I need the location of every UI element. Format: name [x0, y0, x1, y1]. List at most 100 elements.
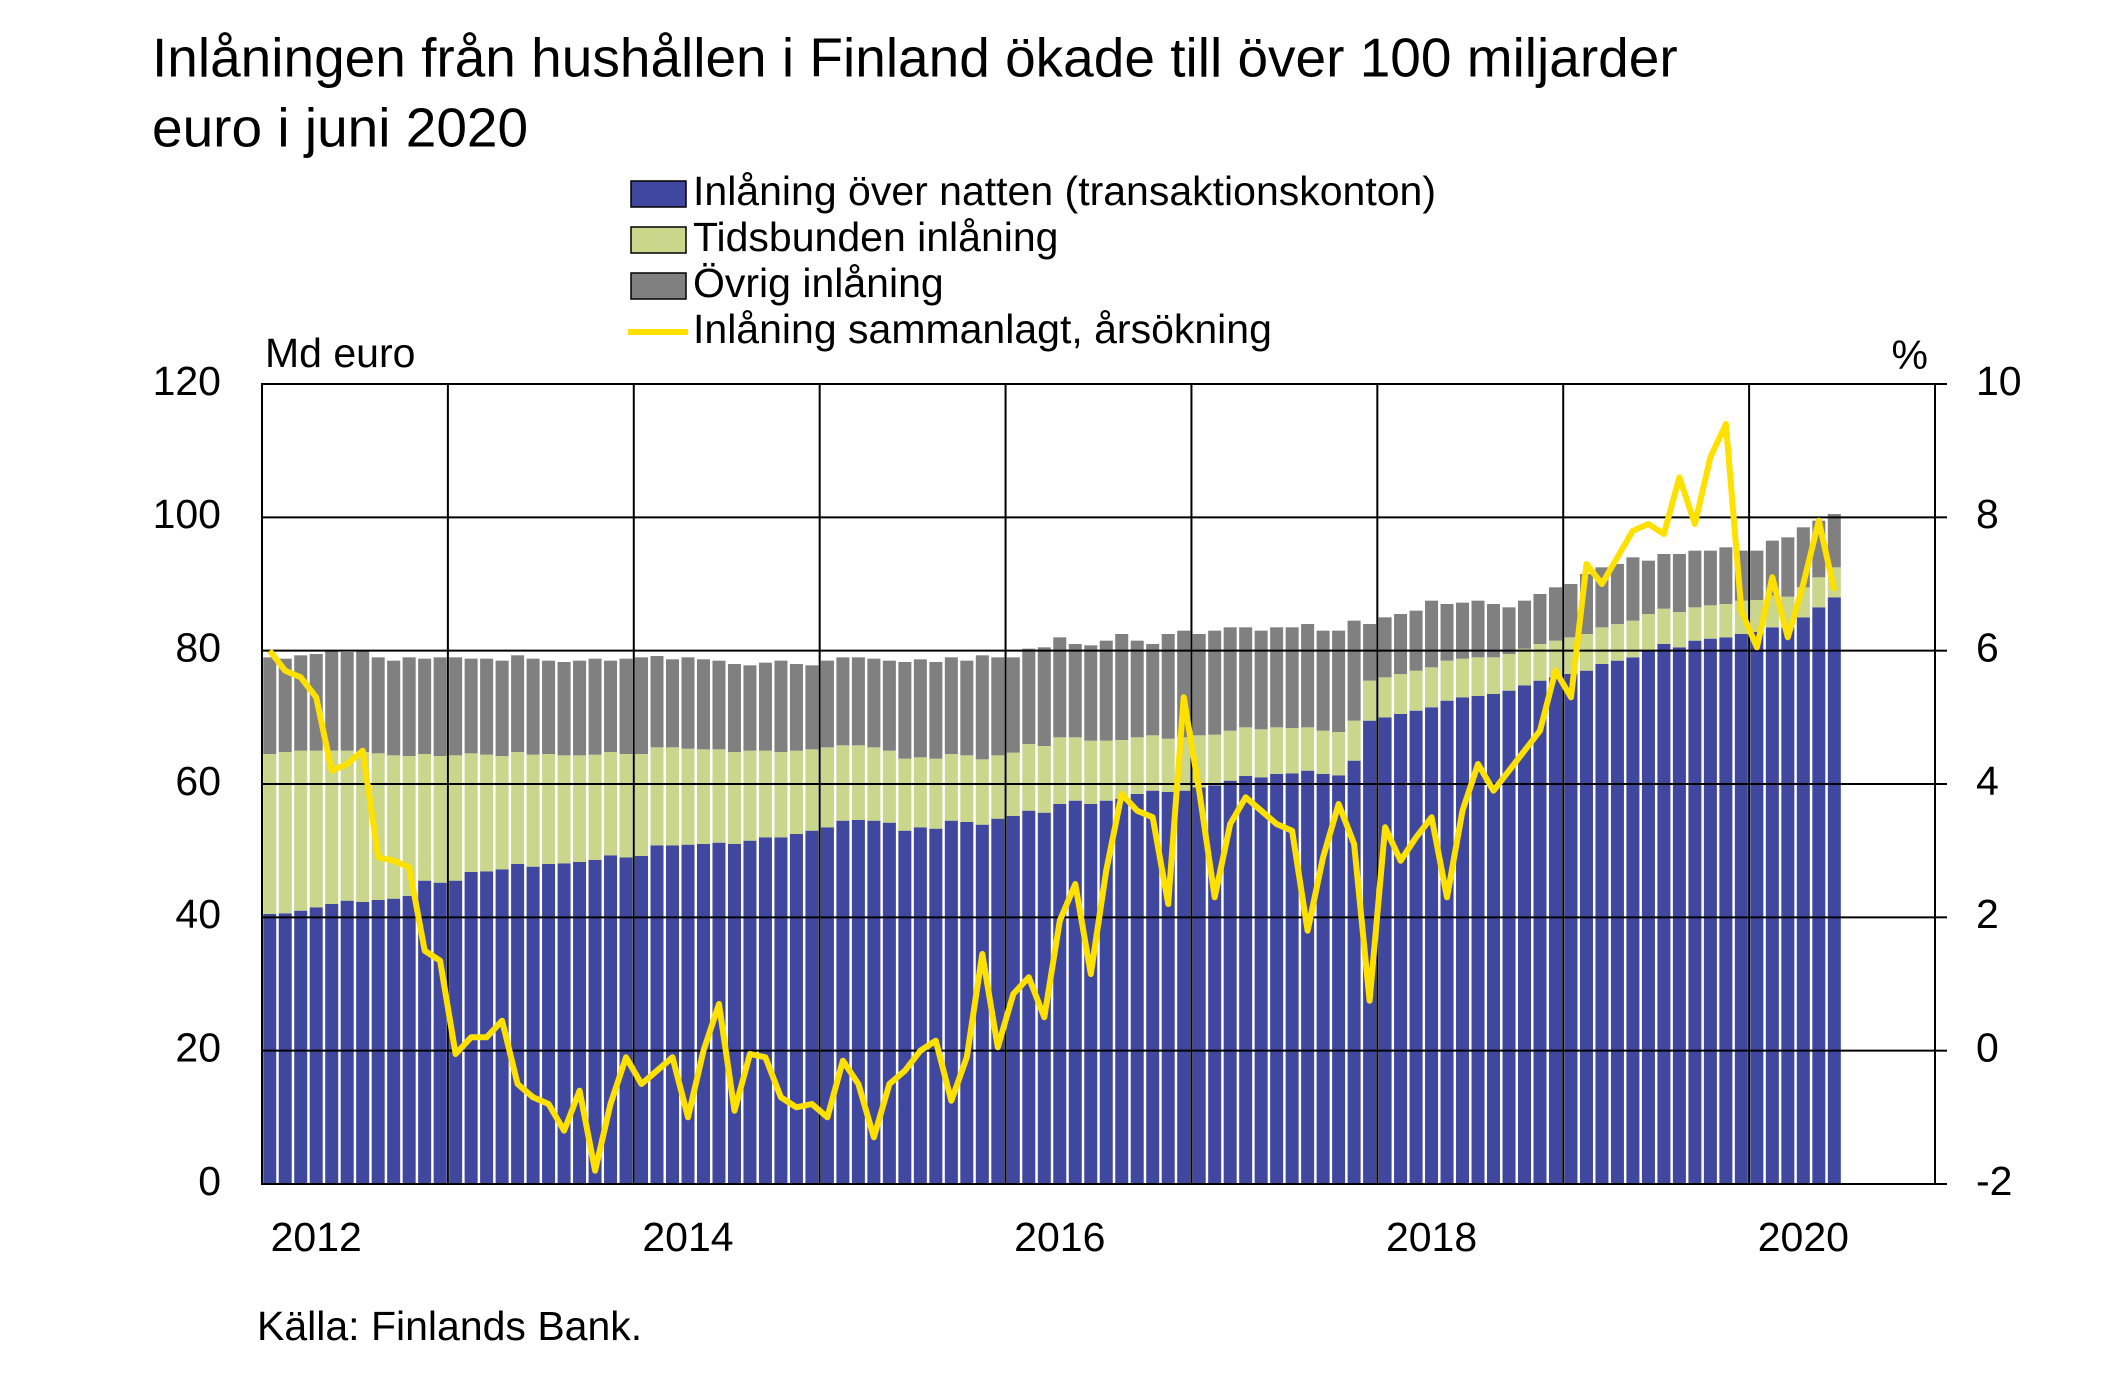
bar [1409, 710, 1423, 1184]
x-tick-label: 2020 [1758, 1214, 1849, 1260]
bar [1394, 714, 1408, 1184]
bar [464, 658, 478, 754]
bar [1425, 667, 1439, 708]
bar [1626, 557, 1640, 621]
bar [1641, 614, 1655, 651]
bar [820, 660, 834, 748]
bar [1332, 630, 1346, 732]
bar [1378, 677, 1392, 718]
bar [402, 657, 416, 756]
bar [387, 660, 401, 756]
bar [1456, 658, 1470, 698]
bar [263, 754, 277, 914]
bar [588, 754, 602, 860]
y-tick-label: 80 [175, 624, 221, 670]
bar [774, 660, 788, 752]
bar [1347, 720, 1361, 761]
bar [1703, 605, 1717, 639]
bar [1517, 648, 1532, 686]
bar [526, 754, 540, 867]
bar [1161, 634, 1175, 739]
bar [1332, 732, 1346, 776]
bar [1068, 800, 1082, 1184]
bar [1037, 812, 1051, 1184]
bar [712, 749, 726, 843]
bar [278, 752, 292, 914]
bar [1285, 728, 1299, 774]
y2-tick-label: 10 [1976, 358, 2022, 404]
bar [929, 758, 943, 829]
bar [278, 658, 292, 752]
bar [1595, 664, 1609, 1184]
bar [743, 665, 757, 751]
bar [449, 880, 463, 1184]
bar [1487, 604, 1501, 658]
bar [1022, 648, 1036, 744]
bar [913, 659, 927, 758]
bar [433, 756, 447, 883]
bar [557, 755, 571, 864]
y2-tick-label: 0 [1976, 1024, 1999, 1070]
bar [495, 660, 509, 756]
bar [991, 657, 1005, 756]
bar [1471, 657, 1485, 696]
bar [727, 664, 741, 752]
bar [1719, 637, 1733, 1184]
bar [650, 845, 664, 1184]
bar [511, 864, 525, 1184]
bar [1487, 694, 1501, 1184]
bar [1394, 614, 1408, 674]
bar [588, 860, 602, 1184]
bar [1765, 627, 1779, 1184]
bar [650, 656, 664, 748]
bar [1192, 787, 1206, 1184]
bar [1270, 727, 1284, 774]
bar [665, 845, 680, 1184]
bar [1208, 630, 1222, 735]
bar [371, 753, 385, 900]
bar [1425, 707, 1439, 1184]
bar [464, 872, 478, 1184]
bar [1223, 627, 1237, 731]
bar [1657, 608, 1671, 644]
bar [1688, 607, 1702, 641]
bar [1734, 634, 1748, 1184]
bar [1006, 657, 1020, 753]
bar [526, 658, 540, 755]
bar [1440, 660, 1454, 701]
bar [325, 904, 339, 1184]
bar [1254, 630, 1268, 730]
bar [805, 830, 819, 1184]
bar [356, 902, 370, 1184]
bar [1115, 740, 1129, 799]
bar [1053, 637, 1067, 738]
bar [867, 658, 881, 748]
bar [294, 910, 308, 1184]
bar [991, 755, 1005, 819]
bar [696, 749, 710, 844]
bar [1564, 584, 1578, 638]
bar [1517, 685, 1532, 1184]
bar [1394, 674, 1408, 714]
bar [1363, 720, 1377, 1184]
bar [696, 844, 710, 1184]
bar [1378, 717, 1392, 1184]
bar [1719, 547, 1733, 604]
bar [805, 749, 819, 831]
bar [542, 864, 556, 1184]
bar [1425, 600, 1439, 668]
bar [1672, 647, 1686, 1184]
bar [1812, 577, 1826, 608]
x-tick-label: 2016 [1014, 1214, 1105, 1260]
x-tick-label: 2012 [271, 1214, 362, 1260]
bar [820, 827, 834, 1184]
bar [294, 655, 308, 751]
bar [836, 657, 850, 746]
bar [960, 822, 974, 1184]
bar [898, 758, 912, 831]
bar [325, 750, 339, 904]
bar [1440, 604, 1454, 661]
bar [1347, 620, 1361, 721]
bar [433, 882, 447, 1184]
bar [944, 657, 958, 754]
